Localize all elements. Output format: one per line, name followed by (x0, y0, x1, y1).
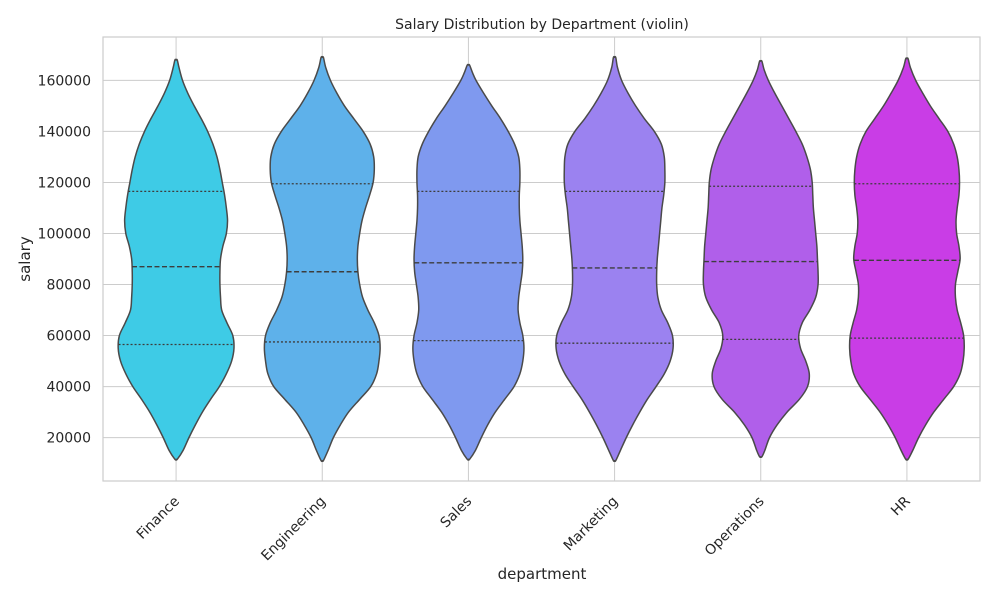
violin-hr (848, 57, 965, 461)
y-tick-label: 160000 (38, 73, 91, 89)
violin-engineering (263, 55, 381, 463)
x-tick-label: Marketing (561, 494, 622, 555)
y-axis-ticks: 20000 40000 60000 80000 100000 120000 140000 16… (38, 73, 91, 446)
x-axis-label: department (498, 565, 587, 583)
violin-marketing (555, 55, 675, 463)
x-tick-label: Finance (134, 494, 183, 543)
y-tick-label: 80000 (46, 278, 91, 294)
y-axis-label: salary (16, 236, 34, 282)
x-tick-label: HR (888, 493, 914, 519)
violin-body-finance (117, 58, 235, 461)
y-tick-label: 140000 (38, 124, 91, 140)
violin-sales (412, 63, 525, 461)
violins (117, 55, 965, 463)
y-tick-label: 100000 (38, 226, 91, 242)
y-tick-label: 120000 (38, 175, 91, 191)
violin-body-operations (702, 59, 819, 458)
y-tick-label: 20000 (46, 431, 91, 447)
y-tick-label: 40000 (46, 380, 91, 396)
x-tick-label: Sales (438, 494, 476, 532)
chart-title: Salary Distribution by Department (violi… (395, 17, 689, 33)
violin-body-hr (848, 57, 965, 461)
plot-frame (102, 36, 981, 482)
x-tick-label: Engineering (258, 494, 329, 565)
violin-body-engineering (263, 55, 381, 463)
violin-finance (117, 58, 235, 461)
y-tick-label: 60000 (46, 329, 91, 345)
violin-operations (702, 59, 819, 458)
x-tick-label: Operations (702, 494, 768, 560)
x-axis-ticks: Finance Engineering Sales Marketing Operatio… (134, 493, 914, 564)
violin-body-marketing (555, 55, 675, 463)
gridlines (103, 37, 980, 481)
